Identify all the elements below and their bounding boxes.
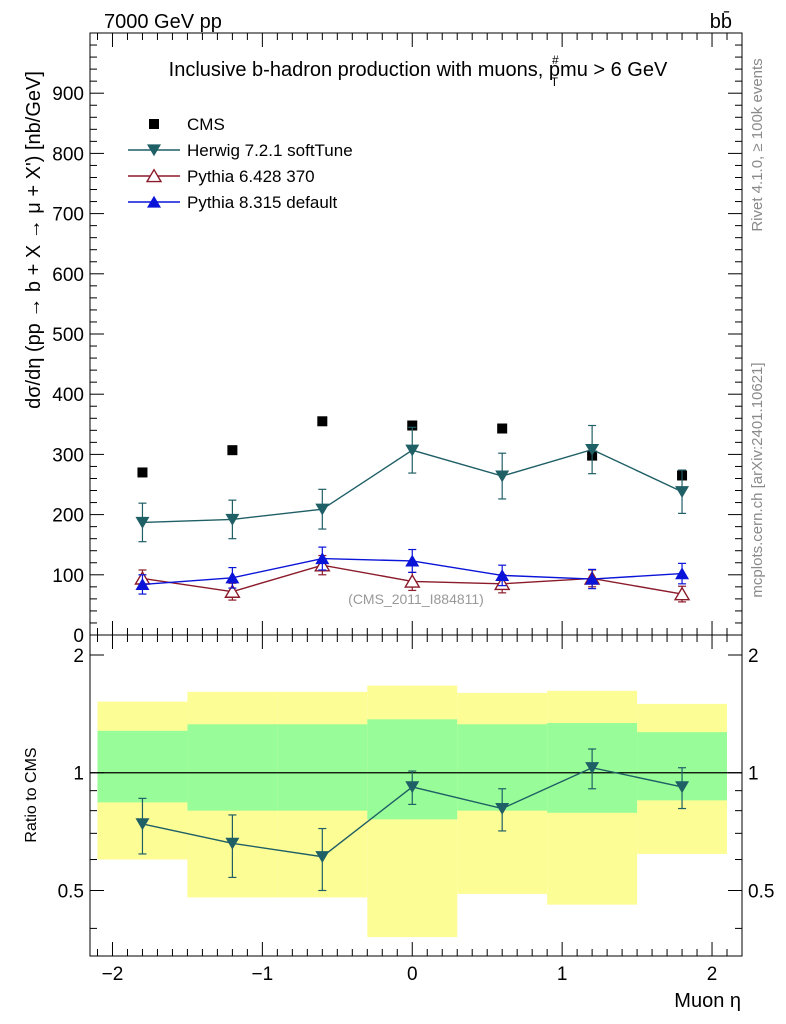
ratio-y-tick-label: 1 <box>73 764 84 785</box>
data-point <box>675 567 690 580</box>
energy-label: 7000 GeV pp <box>104 11 222 33</box>
plot-title-superscript: # <box>552 53 559 67</box>
legend-marker <box>145 168 163 183</box>
data-point <box>404 573 421 588</box>
ratio-data-point <box>675 781 690 794</box>
data-point <box>673 586 691 601</box>
main-plot-area <box>134 416 691 603</box>
data-point <box>224 583 241 598</box>
main-y-tick-label: 700 <box>52 205 84 226</box>
plot-title-main: Inclusive b-hadron production with muons… <box>169 59 560 81</box>
ratio-plot-panel: 0.5 0.5 1 1 2 2 −2 −1 0 1 2 <box>58 634 774 985</box>
plot-title-subscript: T <box>551 75 559 89</box>
main-y-tick-label: 300 <box>52 445 84 466</box>
rivet-version-label: Rivet 4.1.0, ≥ 100k events <box>749 58 766 231</box>
data-point <box>675 486 690 499</box>
ratio-y-tick-label-right: 0.5 <box>748 881 774 902</box>
ratio-data-point <box>405 781 420 794</box>
main-y-tick-label: 400 <box>52 385 84 406</box>
legend-item: Pythia 6.428 370 <box>128 167 315 186</box>
ratio-data-point <box>225 837 240 850</box>
data-point <box>495 470 510 483</box>
legend-label: Pythia 8.315 default <box>187 193 338 212</box>
data-point <box>497 423 508 434</box>
data-point <box>405 444 420 457</box>
data-point <box>315 503 330 516</box>
ratio-data-point <box>585 762 600 775</box>
main-y-tick-label: 200 <box>52 506 84 527</box>
main-y-tick-label: 500 <box>52 325 84 346</box>
legend: CMS Herwig 7.2.1 softTune Pythia 6.428 370… <box>128 115 353 212</box>
series-herwig-7-2-1-softtune <box>135 424 690 543</box>
main-y-tick-label: 900 <box>52 84 84 105</box>
analysis-id-label: (CMS_2011_I884811) <box>348 591 484 607</box>
x-axis-label: Muon η <box>674 990 741 1012</box>
legend-label: CMS <box>187 115 225 134</box>
uncertainty-band-1sigma <box>97 730 188 803</box>
main-plot-panel: 0 100 200 300 400 500 600 700 800 900 CMS Herwig 7.… <box>52 32 743 647</box>
main-y-axis-label: dσ/dη (pp → b + X → μ + X') [nb/GeV] <box>23 71 45 409</box>
data-point <box>317 416 328 427</box>
data-point <box>225 513 240 526</box>
main-y-tick-label: 0 <box>73 626 84 647</box>
uncertainty-band-1sigma <box>187 724 278 811</box>
main-y-tick-label: 600 <box>52 265 84 286</box>
plot-title: Inclusive b-hadron production with muons… <box>169 53 668 89</box>
x-tick-label: 1 <box>557 964 568 985</box>
legend-label: Pythia 6.428 370 <box>187 167 315 186</box>
legend-item: Herwig 7.2.1 softTune <box>128 141 353 160</box>
x-tick-label: −2 <box>102 964 124 985</box>
series-pythia-8-315-default <box>135 546 690 595</box>
ratio-plot-frame <box>89 634 743 957</box>
ratio-y-tick-label-right: 2 <box>748 646 759 667</box>
ratio-y-tick-label-right: 1 <box>748 764 759 785</box>
legend-item: CMS <box>149 115 225 134</box>
process-label: bb̄ <box>710 10 732 33</box>
plot-title-tail: mu > 6 GeV <box>560 59 668 81</box>
ratio-data-point <box>315 851 330 864</box>
legend-marker <box>149 119 159 129</box>
ratio-y-tick-label: 2 <box>73 646 84 667</box>
legend-marker <box>147 195 161 208</box>
data-point <box>585 443 600 456</box>
ratio-series-herwig <box>135 748 690 892</box>
x-tick-label: −1 <box>252 964 274 985</box>
legend-item: Pythia 8.315 default <box>128 193 338 212</box>
data-point <box>315 552 330 565</box>
data-point <box>227 445 238 456</box>
ratio-y-tick-label: 0.5 <box>58 881 84 902</box>
data-point <box>405 554 420 567</box>
ratio-y-axis-label: Ratio to CMS <box>23 747 40 842</box>
ratio-data-point <box>135 818 150 831</box>
data-point <box>137 467 148 478</box>
data-point <box>495 569 510 582</box>
x-tick-label: 2 <box>707 964 718 985</box>
main-y-tick-label: 100 <box>52 566 84 587</box>
x-tick-label: 0 <box>407 964 418 985</box>
data-point <box>135 578 150 591</box>
data-point <box>225 571 240 584</box>
ratio-data-point <box>495 802 510 815</box>
legend-label: Herwig 7.2.1 softTune <box>187 141 353 160</box>
mcplots-site-label: mcplots.cern.ch [arXiv:2401.10621] <box>749 362 766 597</box>
data-point <box>407 420 418 431</box>
legend-marker <box>147 144 161 157</box>
uncertainty-band-1sigma <box>277 724 368 811</box>
data-point <box>135 516 150 529</box>
data-point <box>585 572 600 585</box>
main-y-tick-label: 800 <box>52 144 84 165</box>
